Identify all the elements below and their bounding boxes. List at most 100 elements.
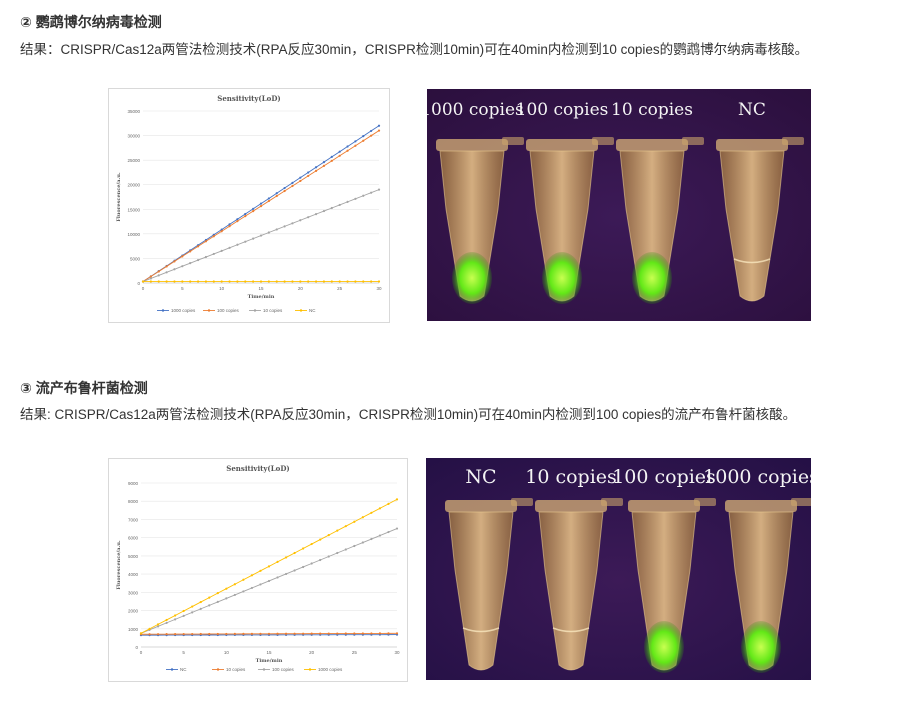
data-point (293, 632, 296, 635)
data-point (156, 633, 160, 636)
x-tick-label: 10 (219, 286, 225, 291)
tube (535, 498, 623, 671)
data-point (319, 558, 322, 562)
data-point (267, 231, 270, 234)
data-point (346, 145, 349, 148)
data-point (276, 576, 279, 579)
data-point (267, 565, 271, 568)
data-point (307, 280, 310, 283)
x-axis-label: Time/min (256, 658, 283, 664)
y-tick-label: 0 (137, 281, 140, 286)
data-point (189, 280, 192, 283)
y-tick-label: 9000 (128, 481, 139, 486)
data-point (244, 215, 247, 218)
data-point (182, 609, 185, 613)
x-tick-label: 25 (352, 650, 358, 655)
data-point (236, 220, 239, 223)
tube-photo-1: 1000 copies 100 copies 10 copies NC (427, 89, 811, 321)
data-point (165, 618, 168, 622)
tube-cap-hinge (511, 498, 533, 506)
result-text-brucella: 结果: CRISPR/Cas12a两管法检测技术(RPA反应30min，CRIS… (20, 407, 797, 422)
data-point (196, 245, 200, 248)
tube-cap-hinge (502, 137, 524, 145)
tube-label: NC (738, 100, 766, 120)
data-point (148, 627, 151, 630)
liquid-meniscus (552, 627, 590, 633)
data-point (259, 234, 263, 237)
data-point (302, 632, 305, 635)
data-point (378, 534, 382, 537)
data-point (141, 280, 145, 283)
data-point (322, 280, 326, 283)
data-point (370, 537, 373, 541)
data-point (149, 277, 152, 280)
data-point (199, 607, 202, 610)
data-point (191, 605, 194, 608)
data-point (370, 632, 373, 635)
data-point (267, 579, 271, 583)
data-point (228, 223, 231, 226)
y-tick-label: 1000 (128, 627, 139, 632)
data-point (181, 255, 184, 258)
data-point (330, 155, 333, 158)
data-point (370, 191, 373, 194)
data-point (377, 280, 381, 283)
data-point (259, 632, 262, 635)
data-point (370, 134, 373, 137)
data-point (212, 252, 215, 256)
data-point (314, 213, 318, 216)
y-tick-label: 3000 (128, 590, 139, 595)
tube-label: 1000 copies (703, 466, 811, 488)
sensitivity-chart-1: Sensitivity(LoD) 0 5000 10000 15000 20000 2500… (108, 88, 390, 323)
data-point (182, 632, 185, 636)
data-point (225, 632, 228, 636)
data-point (228, 225, 231, 228)
x-tick-label: 15 (258, 286, 264, 291)
data-point (338, 203, 341, 207)
data-point (319, 538, 322, 541)
fluorescence-glow (741, 621, 781, 673)
data-point (377, 124, 381, 127)
data-point (370, 129, 373, 133)
legend-marker (262, 668, 266, 671)
liquid-meniscus (733, 258, 771, 264)
data-point (165, 633, 168, 636)
y-tick-label: 7000 (128, 517, 139, 522)
section-heading-brucella: ③ 流产布鲁杆菌检测 (20, 380, 148, 396)
data-point (157, 280, 160, 283)
data-point (174, 614, 177, 617)
legend-entry: 1000 copies (318, 667, 343, 672)
tube-cap-hinge (782, 137, 804, 145)
data-point (284, 572, 288, 576)
data-point (149, 280, 152, 283)
y-tick-label: 5000 (128, 554, 139, 559)
data-point (395, 527, 399, 530)
data-point (157, 270, 160, 273)
data-point (314, 166, 318, 169)
data-point (395, 632, 399, 635)
data-point (216, 592, 219, 595)
data-point (387, 530, 390, 534)
data-point (319, 632, 322, 635)
data-point (228, 280, 231, 283)
data-point (267, 197, 270, 200)
x-tick-label: 5 (181, 286, 184, 291)
data-point (196, 280, 200, 283)
data-point (327, 555, 330, 558)
y-axis-label: Fluorescence/a.u. (116, 540, 122, 590)
tube-cap (628, 500, 700, 512)
data-point (252, 210, 255, 213)
data-point (242, 578, 245, 581)
y-axis-label: Fluorescence/a.u. (116, 172, 122, 222)
data-point (299, 179, 302, 183)
x-tick-label: 15 (266, 650, 272, 655)
data-point (302, 565, 305, 569)
data-point (165, 271, 168, 274)
data-point (165, 621, 168, 624)
data-point (216, 600, 219, 603)
data-point (149, 275, 152, 278)
legend-marker (299, 309, 303, 312)
data-point (204, 255, 208, 259)
y-tick-label: 2000 (128, 609, 139, 614)
data-point (299, 176, 302, 179)
